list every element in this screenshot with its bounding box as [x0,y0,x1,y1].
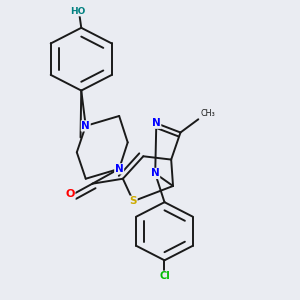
Text: N: N [151,168,160,178]
Text: N: N [152,118,161,128]
Text: Cl: Cl [159,271,170,281]
Text: CH₃: CH₃ [200,109,215,118]
Text: N: N [115,164,124,174]
Text: HO: HO [70,7,85,16]
Text: S: S [130,196,137,206]
Text: O: O [65,189,75,199]
Text: N: N [81,121,90,131]
